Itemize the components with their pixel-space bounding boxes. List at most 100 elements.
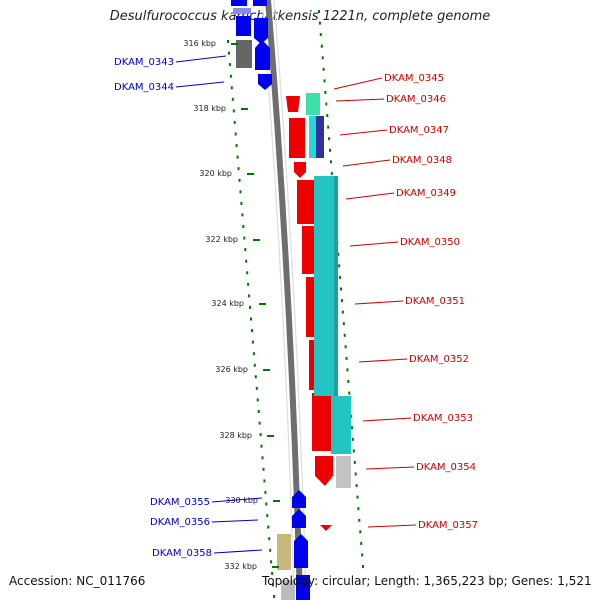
track-dot [325,102,328,106]
track-dot [240,201,243,205]
track-dot [362,565,364,568]
genome-summary-text: Topology: circular; Length: 1,365,223 bp… [262,574,592,588]
track-dot [239,190,242,194]
track-dot [355,484,358,488]
track-dot [261,456,264,460]
gene-leader-line [175,81,225,88]
gene-label-dkam-0358: DKAM_0358 [152,548,212,559]
track-dot [357,507,360,511]
feature-block [331,396,351,454]
track-dot [330,171,333,175]
track-dot [358,518,361,522]
kbp-tick [231,43,238,45]
track-dot [344,345,347,349]
track-dot [260,444,263,448]
feature-arrow [292,490,306,508]
track-dot [228,51,230,55]
kbp-label: 328 kbp [219,431,252,440]
track-dot [252,352,255,356]
track-dot [272,583,274,587]
cyan-track-features [306,93,351,488]
gene-leader-line [213,549,263,554]
track-dot [321,56,324,60]
kbp-label: 322 kbp [205,235,238,244]
track-dot [323,79,326,83]
track-dot [254,375,257,379]
feature-arrow [292,509,306,528]
track-dot [234,132,237,136]
feature-block [289,118,305,158]
gene-label-dkam-0357: DKAM_0357 [418,520,478,531]
gene-label-dkam-0352: DKAM_0352 [409,354,469,365]
track-dot [257,410,260,413]
track-dot [265,502,268,506]
track-dot [256,398,259,402]
track-dot [343,333,346,337]
track-dot [229,74,232,78]
track-dot [340,299,343,303]
gene-label-dkam-0348: DKAM_0348 [392,155,452,166]
track-dot [237,167,240,171]
track-dot [322,67,325,71]
track-dot [259,433,262,437]
feature-block [236,40,252,68]
feature-arrow [286,96,300,112]
gene-leader-line [335,98,385,102]
kbp-tick [272,566,279,568]
kbp-tick [263,369,270,371]
track-dot [264,490,267,494]
track-dot [238,178,241,182]
gene-label-dkam-0345: DKAM_0345 [384,73,444,84]
feature-arrow [294,162,306,178]
gene-label-dkam-0346: DKAM_0346 [386,94,446,105]
track-dot [266,514,269,518]
gene-leader-line [211,497,263,503]
track-dot [338,264,341,268]
feature-block [312,393,331,451]
track-dot [347,380,350,383]
gene-label-dkam-0349: DKAM_0349 [396,188,456,199]
track-dot [268,537,271,541]
feature-arrow [254,18,268,44]
track-dot [326,114,329,118]
track-dot [255,386,258,390]
track-dot [244,248,247,252]
kbp-tick [247,173,254,175]
track-dot [319,33,322,37]
map-title: Desulfurococcus kamchatkensis 1221n, com… [109,9,491,24]
gene-leader-line [333,77,383,90]
kbp-tick [267,435,274,437]
track-dot [248,294,251,298]
feature-block [236,16,251,36]
feature-arrow [255,40,270,70]
feature-arrow [320,525,332,531]
feature-block [306,93,320,115]
track-dot [232,109,235,113]
gene-leader-line [349,241,399,247]
kbp-labels: 316 kbp 318 kbp 320 kbp 322 kbp 324 kbp 326 k… [183,39,280,571]
track-dot [253,363,256,367]
track-dot [241,213,244,217]
track-dot [242,225,245,228]
gene-label-dkam-0350: DKAM_0350 [400,237,460,248]
feature-arrow [315,456,333,486]
track-dot [345,356,348,360]
feature-block [281,580,295,600]
track-dot [251,329,253,333]
track-dot [236,155,239,159]
kbp-label: 330 kbp [225,496,258,505]
track-dot [262,467,265,471]
track-dot [329,160,332,164]
track-dot [235,144,238,148]
gene-label-dkam-0344: DKAM_0344 [114,82,174,93]
feature-block [233,8,251,14]
feature-block [277,534,291,570]
kbp-label: 332 kbp [224,562,257,571]
gene-label-dkam-0343: DKAM_0343 [114,57,174,68]
gene-leader-line [362,417,412,422]
track-dot [352,449,355,453]
kbp-label: 320 kbp [199,169,232,178]
gene-leader-line [339,129,388,136]
feature-block [296,575,310,600]
